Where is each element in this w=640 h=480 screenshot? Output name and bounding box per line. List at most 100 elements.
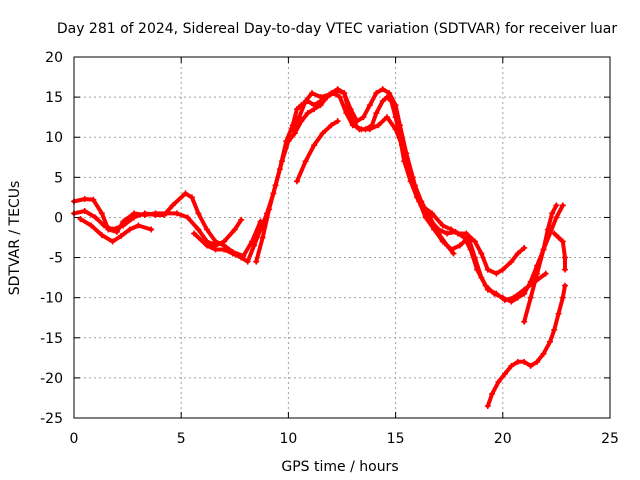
data-point [540, 246, 547, 253]
y-tick-label: 15 [45, 90, 63, 106]
data-point [508, 362, 515, 369]
data-point [328, 122, 335, 129]
data-point [561, 282, 568, 289]
data-point [555, 310, 562, 317]
data-point [478, 274, 485, 281]
data-point [182, 190, 189, 197]
data-point [508, 258, 515, 265]
data-point [373, 90, 380, 97]
data-point [302, 158, 309, 165]
y-tick-label: 20 [45, 50, 63, 66]
axis-ticks: 0 5 10 15 20 25 -25 -20 -15 -10 -5 0 5 10 15 20 [40, 50, 619, 447]
data-point [101, 222, 108, 229]
data-point [561, 266, 568, 273]
data-point [161, 212, 168, 219]
data-point [291, 130, 298, 137]
data-point [484, 402, 491, 409]
data-point [411, 182, 418, 189]
data-point [366, 102, 373, 109]
data-point [426, 214, 433, 221]
data-point [81, 208, 88, 215]
series-line-arc-j [522, 203, 559, 324]
data-point [379, 98, 386, 105]
data-point [212, 246, 219, 253]
data-point [173, 210, 180, 217]
data-point [559, 238, 566, 245]
data-point [527, 294, 534, 301]
y-tick-label: -15 [40, 331, 63, 347]
data-point [514, 358, 521, 365]
data-point [514, 250, 521, 257]
data-point [360, 114, 367, 121]
data-point [499, 266, 506, 273]
data-point [238, 216, 245, 223]
data-series [71, 86, 568, 409]
data-point [298, 118, 305, 125]
data-point [450, 250, 457, 257]
y-tick-label: -10 [40, 291, 63, 307]
data-point [302, 98, 309, 105]
data-point [354, 118, 361, 125]
data-point [542, 270, 549, 277]
data-point [98, 232, 105, 239]
data-point [317, 102, 324, 109]
data-point [551, 230, 558, 237]
data-point [549, 210, 556, 217]
y-axis-label: SDTVAR / TECUs [7, 181, 23, 296]
data-point [195, 210, 202, 217]
data-point [229, 250, 236, 257]
data-point [429, 210, 436, 217]
data-point [118, 232, 125, 239]
data-point [540, 350, 547, 357]
data-point [289, 126, 296, 133]
data-point [501, 297, 508, 304]
data-point [444, 242, 451, 249]
series-line-arc-i [485, 283, 567, 408]
x-tick-label: 25 [601, 431, 619, 447]
data-point [323, 94, 330, 101]
data-point [272, 182, 279, 189]
data-point [304, 110, 311, 117]
data-point [278, 158, 285, 165]
data-point [311, 106, 318, 113]
data-point [396, 122, 403, 129]
data-point [195, 226, 202, 233]
data-point [77, 216, 84, 223]
data-point [471, 254, 478, 261]
data-point [343, 110, 350, 117]
data-point [319, 130, 326, 137]
data-point [126, 226, 133, 233]
data-point [373, 110, 380, 117]
data-point [405, 162, 412, 169]
x-tick-label: 0 [70, 431, 79, 447]
data-point [386, 90, 393, 97]
data-point [141, 210, 148, 217]
data-point [555, 234, 562, 241]
data-point [221, 246, 228, 253]
data-point [510, 294, 517, 301]
data-point [559, 294, 566, 301]
data-point [454, 230, 461, 237]
data-point [561, 254, 568, 261]
data-point [203, 242, 210, 249]
x-tick-label: 5 [177, 431, 186, 447]
data-point [334, 86, 341, 93]
data-point [489, 390, 496, 397]
data-point [341, 90, 348, 97]
data-point [392, 126, 399, 133]
data-point [120, 222, 127, 229]
data-point [253, 258, 260, 265]
data-point [184, 214, 191, 221]
data-point [203, 226, 210, 233]
data-point [330, 90, 337, 97]
data-point [293, 106, 300, 113]
data-point [551, 326, 558, 333]
data-point [379, 86, 386, 93]
data-point [544, 226, 551, 233]
data-point [439, 222, 446, 229]
data-point [527, 362, 534, 369]
data-point [559, 202, 566, 209]
data-point [521, 244, 528, 251]
data-point [308, 90, 315, 97]
